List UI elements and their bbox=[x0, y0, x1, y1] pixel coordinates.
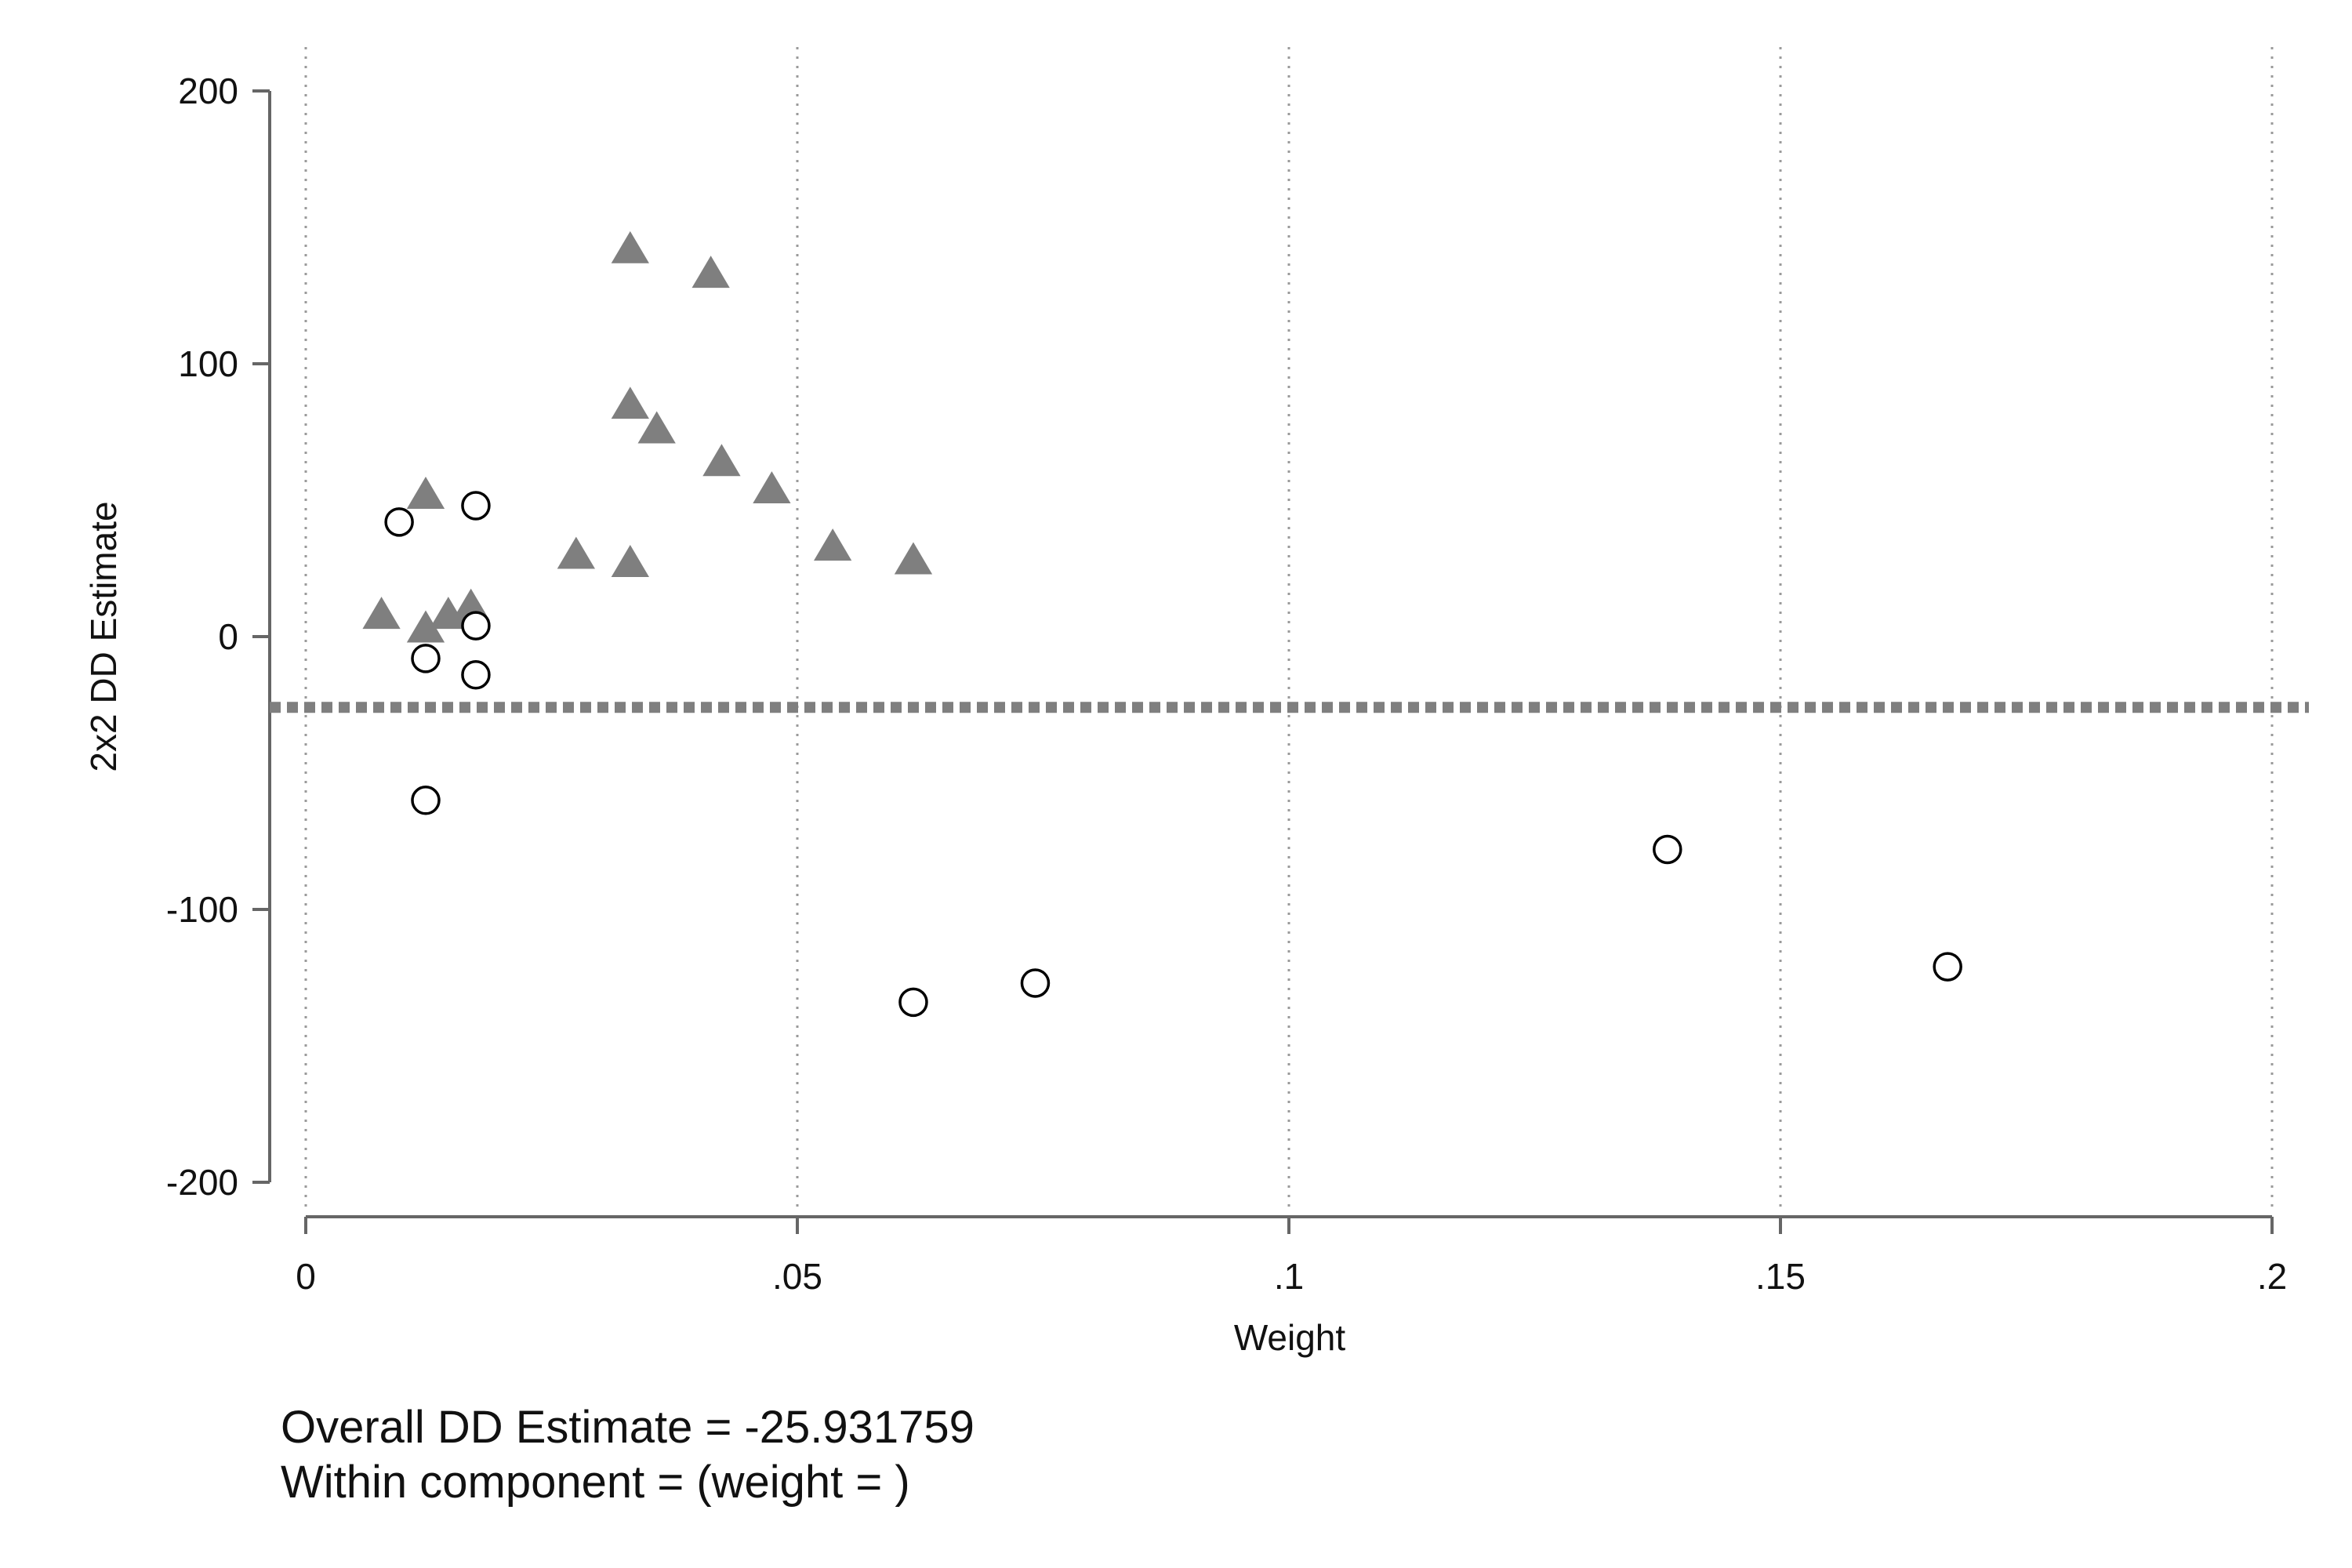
x-axis-title: Weight bbox=[1234, 1317, 1346, 1358]
y-tick-label: 100 bbox=[178, 343, 238, 384]
circle-point bbox=[1933, 952, 1962, 982]
triangle-point bbox=[557, 536, 595, 569]
data-points bbox=[362, 230, 1962, 1018]
y-tick-label: 0 bbox=[218, 616, 238, 657]
overall-estimate-note: Overall DD Estimate = -25.931759 bbox=[281, 1402, 975, 1453]
circle-point bbox=[461, 491, 491, 521]
circle-point bbox=[461, 659, 491, 690]
x-tick-label: .2 bbox=[2257, 1256, 2287, 1297]
triangle-point bbox=[362, 597, 401, 630]
triangle-point bbox=[894, 542, 933, 575]
y-tick-label: 200 bbox=[178, 71, 238, 111]
circle-point bbox=[1020, 968, 1051, 998]
y-axis-title: 2x2 DD Estimate bbox=[83, 501, 124, 771]
triangle-point bbox=[813, 528, 852, 561]
circle-point bbox=[411, 644, 441, 673]
triangle-point bbox=[611, 230, 649, 263]
x-tick-label: .15 bbox=[1755, 1256, 1806, 1297]
within-component-note: Within component = (weight = ) bbox=[281, 1457, 910, 1508]
circle-point bbox=[461, 611, 491, 641]
tick-labels: 200 100 0 -100 -200 0 .05 .1 .15 .2 bbox=[166, 71, 2287, 1297]
y-tick-label: -100 bbox=[166, 889, 238, 930]
triangle-point bbox=[702, 444, 741, 477]
x-tick-label: .05 bbox=[772, 1256, 822, 1297]
y-tick-label: -200 bbox=[166, 1162, 238, 1203]
triangle-point bbox=[429, 597, 467, 630]
circle-point bbox=[411, 786, 441, 815]
triangle-point bbox=[611, 387, 649, 419]
triangle-point bbox=[611, 545, 649, 577]
circle-point bbox=[384, 507, 414, 537]
grid-lines bbox=[304, 47, 2274, 1212]
triangle-point bbox=[691, 256, 730, 289]
triangle-point bbox=[753, 471, 791, 504]
triangle-point bbox=[406, 610, 445, 643]
x-tick-label: 0 bbox=[296, 1256, 316, 1297]
triangle-point bbox=[406, 477, 445, 509]
circle-point bbox=[1653, 834, 1682, 865]
axes bbox=[252, 89, 2274, 1234]
circle-point bbox=[898, 987, 928, 1018]
triangle-point bbox=[637, 411, 676, 444]
x-tick-label: .1 bbox=[1274, 1256, 1304, 1297]
